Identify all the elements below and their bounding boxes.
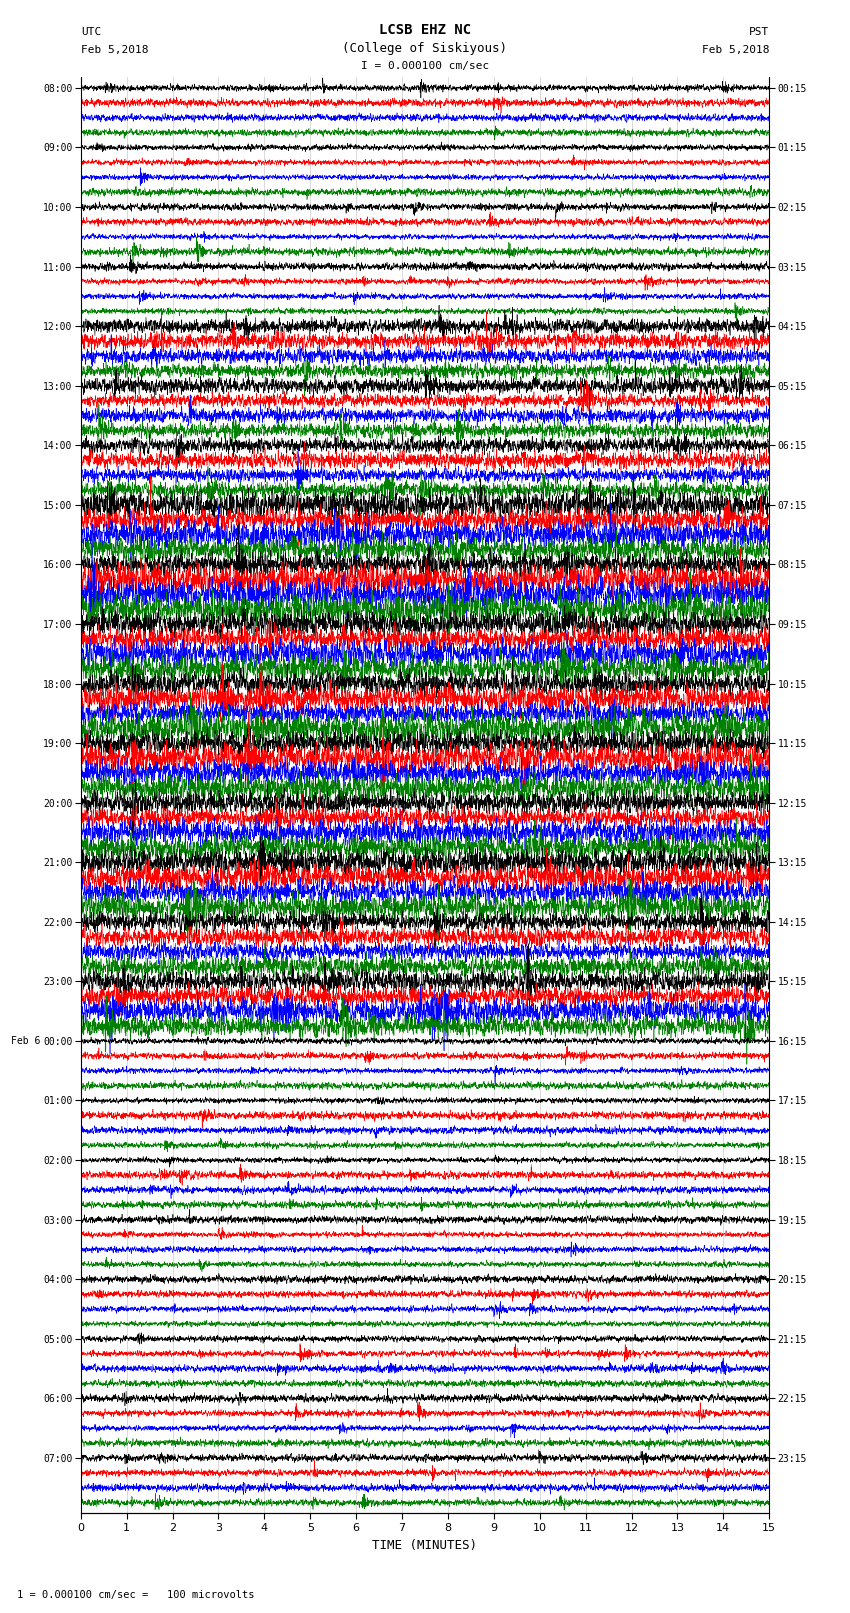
Text: UTC: UTC	[81, 27, 101, 37]
Text: I = 0.000100 cm/sec: I = 0.000100 cm/sec	[361, 61, 489, 71]
Text: Feb 6: Feb 6	[11, 1036, 40, 1045]
Text: LCSB EHZ NC: LCSB EHZ NC	[379, 23, 471, 37]
Text: (College of Siskiyous): (College of Siskiyous)	[343, 42, 507, 55]
Text: PST: PST	[749, 27, 769, 37]
Text: Feb 5,2018: Feb 5,2018	[702, 45, 769, 55]
Text: 1 = 0.000100 cm/sec =   100 microvolts: 1 = 0.000100 cm/sec = 100 microvolts	[17, 1590, 254, 1600]
Text: Feb 5,2018: Feb 5,2018	[81, 45, 148, 55]
X-axis label: TIME (MINUTES): TIME (MINUTES)	[372, 1539, 478, 1552]
